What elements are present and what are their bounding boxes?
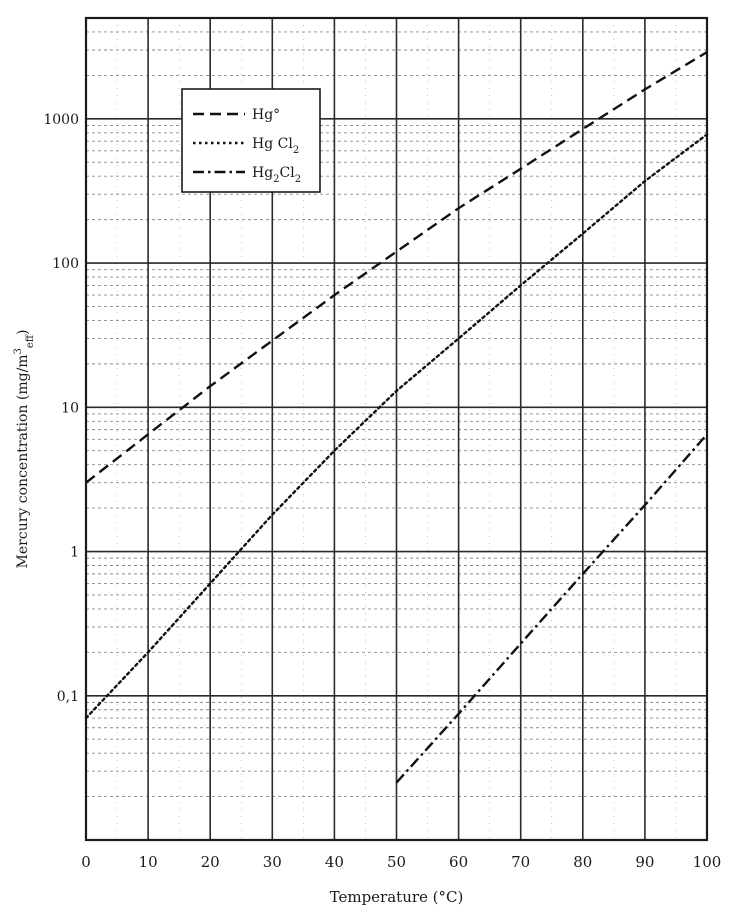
- x-tick-label: 60: [449, 853, 468, 871]
- x-axis-title: Temperature (°C): [330, 888, 464, 906]
- y-tick-label: 1: [70, 545, 79, 561]
- y-axis-title-close: ): [15, 330, 31, 335]
- y-axis-title-main: Mercury concentration (mg/m: [15, 354, 31, 568]
- y-axis-title-sup: 3: [13, 348, 24, 354]
- y-tick-label: 100: [52, 256, 79, 272]
- x-tick-label: 50: [387, 853, 406, 871]
- series-line-2: [84, 133, 709, 720]
- x-tick-label: 20: [201, 853, 220, 871]
- series-line-3: [395, 433, 708, 784]
- y-tick-label: 1000: [43, 112, 79, 128]
- y-axis-title: Mercury concentration (mg/m3eff): [13, 330, 36, 569]
- plot-frame: [84, 16, 709, 842]
- y-axis-title-sub: eff: [25, 334, 36, 348]
- x-tick-label: 70: [511, 853, 530, 871]
- y-tick-label: 0,1: [57, 689, 79, 705]
- x-tick-label: 30: [263, 853, 282, 871]
- x-tick-label: 90: [635, 853, 654, 871]
- legend-box: [181, 88, 321, 193]
- x-axis-ticks: 0 10 20 30 40 50 60 70 80 90 100: [81, 853, 721, 871]
- x-tick-label: 80: [573, 853, 592, 871]
- x-tick-label: 0: [81, 853, 91, 871]
- legend-label-2: Hg Cl2: [252, 136, 299, 156]
- series-lines: [84, 51, 709, 784]
- y-tick-label: 10: [61, 400, 79, 416]
- x-tick-label: 10: [139, 853, 158, 871]
- legend: Hg° Hg Cl2 Hg2Cl2: [181, 88, 321, 193]
- legend-label-3: Hg2Cl2: [252, 165, 301, 185]
- x-tick-label: 100: [693, 853, 722, 871]
- legend-label-1: Hg°: [252, 107, 280, 123]
- x-tick-label: 40: [325, 853, 344, 871]
- series-line-1: [85, 51, 708, 484]
- y-axis-ticks: 0,1 1 10 100 1000: [43, 112, 79, 705]
